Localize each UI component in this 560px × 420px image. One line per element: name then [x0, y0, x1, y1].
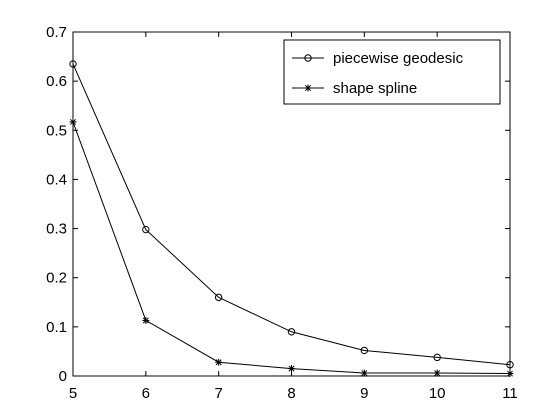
data-point-series-2 — [506, 370, 514, 378]
data-point-series-1 — [360, 346, 369, 355]
x-tick-label: 5 — [69, 385, 77, 402]
x-tick-label: 8 — [287, 385, 295, 402]
data-point-series-1 — [142, 225, 150, 234]
legend: piecewise geodesic shape spline — [283, 39, 501, 105]
data-point-series-2 — [433, 369, 441, 377]
data-point-series-2 — [69, 118, 77, 126]
x-axis: 5 6 7 8 9 10 11 — [69, 32, 518, 402]
y-tick-label: 0.1 — [46, 319, 67, 336]
data-point-series-2 — [360, 369, 368, 377]
series-line-1 — [72, 63, 511, 366]
data-point-series-1 — [287, 328, 296, 336]
x-tick-label: 10 — [429, 385, 446, 402]
x-tick-label: 7 — [214, 385, 222, 402]
x-tick-label: 9 — [360, 385, 368, 402]
data-point-series-1 — [506, 360, 514, 369]
y-tick-label: 0.4 — [46, 171, 67, 188]
data-point-series-2 — [142, 316, 150, 324]
data-point-series-1 — [214, 293, 223, 302]
legend-label-1: piecewise geodesic — [333, 50, 464, 67]
data-point-series-2 — [288, 365, 295, 373]
y-tick-label: 0 — [59, 368, 67, 385]
y-tick-label: 0.3 — [46, 221, 67, 238]
legend-marker-2 — [304, 84, 312, 92]
legend-label-2: shape spline — [333, 80, 417, 97]
series-layer — [69, 60, 514, 378]
legend-box — [283, 39, 501, 105]
data-point-series-1 — [433, 353, 441, 362]
y-tick-label: 0.2 — [46, 270, 67, 287]
x-tick-label: 6 — [142, 385, 150, 402]
y-tick-label: 0.5 — [46, 122, 67, 139]
y-tick-label: 0.6 — [46, 73, 67, 90]
y-axis: 0 0.1 0.2 0.3 0.4 0.5 0.6 0.7 — [46, 24, 510, 385]
x-tick-label: 11 — [502, 385, 518, 402]
data-point-series-2 — [215, 358, 223, 366]
y-tick-label: 0.7 — [46, 24, 67, 41]
legend-marker-1 — [304, 54, 312, 62]
data-point-series-1 — [69, 60, 77, 68]
